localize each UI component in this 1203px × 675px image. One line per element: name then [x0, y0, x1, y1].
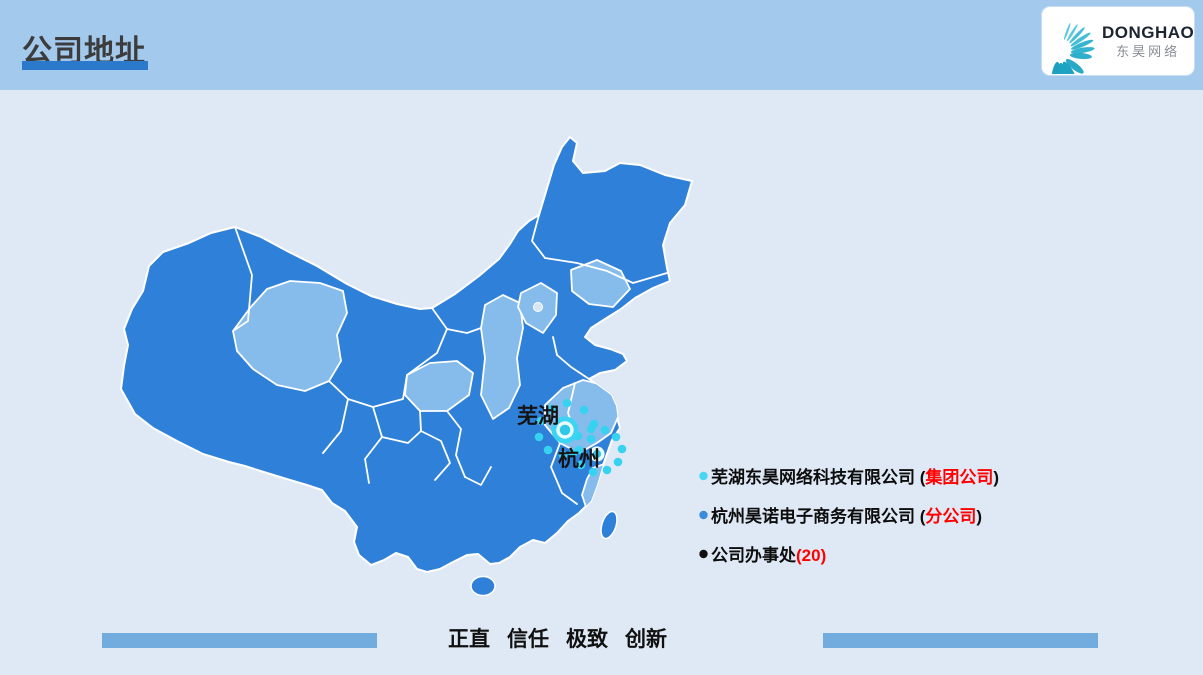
motto-word: 极致 [566, 628, 608, 651]
office-dots [534, 398, 627, 477]
legend-company-name: 芜湖东昊网络科技有限公司 [711, 468, 915, 487]
hangzhou-branch-marker [589, 446, 605, 462]
hainan-island [470, 575, 496, 597]
footer-bar-right [823, 633, 1098, 648]
motto-word: 信任 [507, 628, 549, 651]
legend-paren-open: ( [915, 468, 926, 487]
china-map-svg: 芜湖 杭州 [120, 136, 693, 597]
motto-word: 正直 [448, 628, 490, 651]
legend-tag-group: 集团公司 [925, 468, 994, 487]
legend-company-name: 杭州昊诺电子商务有限公司 [711, 507, 915, 526]
company-logo: DONGHAO 东昊网络 [1042, 7, 1194, 75]
legend-label: 公司办事处(20) [711, 541, 826, 566]
mainland-shape [120, 136, 693, 573]
map-label-hangzhou: 杭州 [558, 447, 600, 471]
company-motto: 正直 信任 极致 创新 [448, 623, 684, 653]
blue-bullet-icon [699, 510, 708, 520]
china-map: 芜湖 杭州 [105, 123, 705, 615]
legend-item-branch-company: 杭州昊诺电子商务有限公司 (分公司) [698, 502, 999, 527]
legend-paren-close: ) [993, 468, 1000, 487]
legend-paren-close: ) [976, 507, 983, 526]
logo-text: DONGHAO 东昊网络 [1102, 23, 1194, 60]
legend-paren-open: ( [915, 507, 926, 526]
legend-label: 芜湖东昊网络科技有限公司 (集团公司) [711, 463, 999, 488]
wuhu-hq-marker [551, 416, 579, 444]
map-label-wuhu: 芜湖 [517, 405, 559, 428]
legend-item-group-company: 芜湖东昊网络科技有限公司 (集团公司) [698, 463, 999, 488]
fan-leaf-icon [1051, 22, 1095, 74]
taiwan-island [600, 510, 618, 540]
legend-label: 杭州昊诺电子商务有限公司 (分公司) [711, 502, 982, 527]
footer-bar-left [102, 633, 377, 648]
legend-tag-office-count: (20) [796, 546, 827, 565]
motto-word: 创新 [625, 628, 667, 651]
header-band: 公司地址 DONGHAO 东昊网络 [0, 0, 1203, 90]
logo-brand-name-cn: 东昊网络 [1116, 43, 1181, 59]
cyan-bullet-icon [699, 471, 708, 481]
title-underline [22, 61, 148, 70]
legend-item-offices: 公司办事处(20) [698, 541, 999, 566]
legend-tag-branch: 分公司 [925, 507, 977, 526]
logo-brand-name: DONGHAO [1102, 22, 1195, 42]
black-bullet-icon [699, 549, 708, 559]
map-legend: 芜湖东昊网络科技有限公司 (集团公司) 杭州昊诺电子商务有限公司 (分公司) 公… [698, 463, 999, 580]
legend-office-name: 公司办事处 [711, 546, 796, 565]
